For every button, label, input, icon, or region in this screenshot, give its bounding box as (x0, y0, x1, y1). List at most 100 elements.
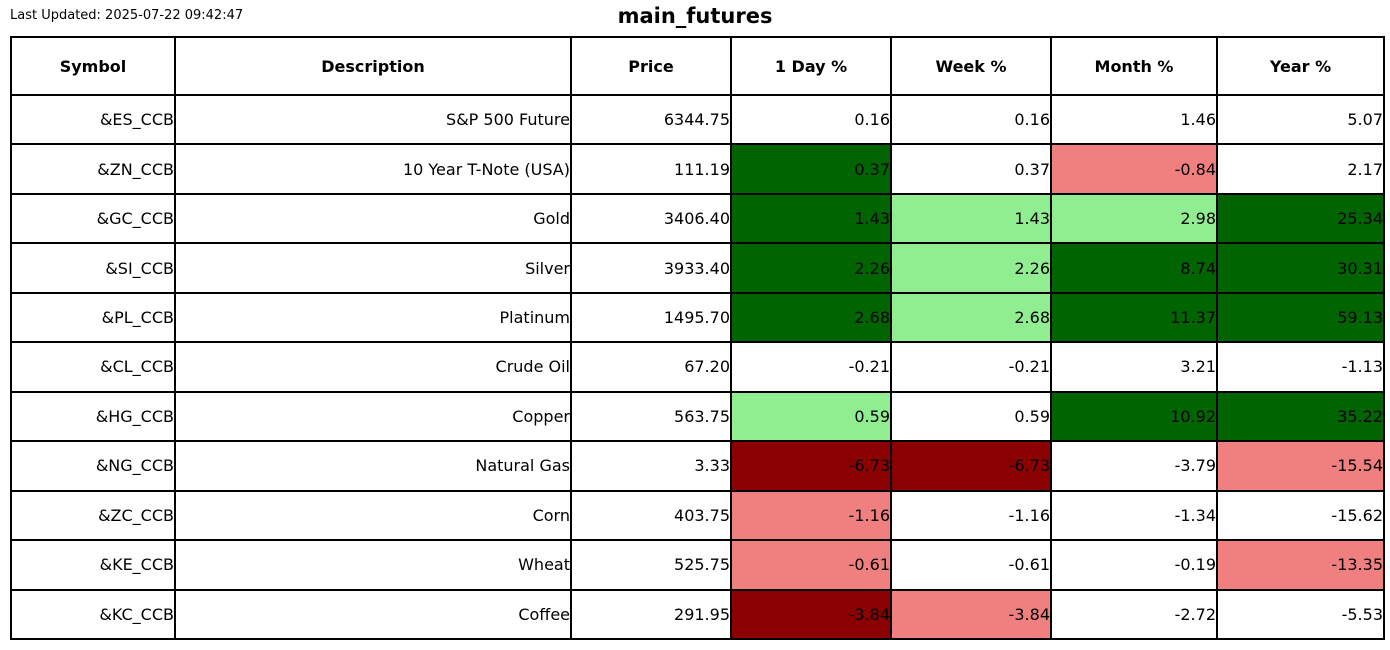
header-cell-year-pct: Year % (1216, 36, 1385, 96)
cell-week-pct: 0.37 (890, 143, 1052, 195)
cell-month-pct: 3.21 (1050, 341, 1218, 393)
cell-day-pct: -0.61 (730, 539, 892, 591)
cell-year-pct: 5.07 (1216, 93, 1385, 146)
cell-month-pct: -0.19 (1050, 539, 1218, 591)
cell-symbol: &ZN_CCB (10, 143, 176, 195)
cell-price: 563.75 (570, 390, 732, 443)
header-cell-symbol: Symbol (10, 36, 176, 96)
cell-day-pct: 2.68 (730, 291, 892, 344)
cell-day-pct: 2.26 (730, 242, 892, 294)
cell-year-pct: 25.34 (1216, 192, 1385, 245)
table-row: &PL_CCB Platinum 1495.70 2.68 2.68 11.37 59.13 (10, 291, 1385, 344)
cell-month-pct: 11.37 (1050, 291, 1218, 344)
cell-day-pct: -6.73 (730, 440, 892, 492)
cell-description: Natural Gas (174, 440, 572, 492)
cell-price: 3.33 (570, 440, 732, 492)
cell-week-pct: 2.26 (890, 242, 1052, 294)
cell-month-pct: 8.74 (1050, 242, 1218, 294)
cell-month-pct: 2.98 (1050, 192, 1218, 245)
cell-description: Gold (174, 192, 572, 245)
cell-year-pct: -13.35 (1216, 539, 1385, 591)
cell-year-pct: 30.31 (1216, 242, 1385, 294)
header-row: Symbol Description Price 1 Day % Week % Month… (10, 36, 1385, 96)
cell-year-pct: 59.13 (1216, 291, 1385, 344)
cell-price: 3933.40 (570, 242, 732, 294)
futures-table: Symbol Description Price 1 Day % Week % Month… (10, 36, 1385, 641)
cell-month-pct: -2.72 (1050, 588, 1218, 641)
cell-week-pct: 0.59 (890, 390, 1052, 443)
cell-price: 6344.75 (570, 93, 732, 146)
header-cell-price: Price (570, 36, 732, 96)
table-row: &GC_CCB Gold 3406.40 1.43 1.43 2.98 25.34 (10, 192, 1385, 245)
cell-symbol: &SI_CCB (10, 242, 176, 294)
cell-day-pct: 0.37 (730, 143, 892, 195)
cell-price: 403.75 (570, 489, 732, 542)
futures-table-container: Symbol Description Price 1 Day % Week % Month… (10, 36, 1385, 641)
table-row: &SI_CCB Silver 3933.40 2.26 2.26 8.74 30.31 (10, 242, 1385, 294)
cell-description: Platinum (174, 291, 572, 344)
cell-month-pct: -1.34 (1050, 489, 1218, 542)
cell-symbol: &KC_CCB (10, 588, 176, 641)
cell-symbol: &PL_CCB (10, 291, 176, 344)
cell-day-pct: 1.43 (730, 192, 892, 245)
cell-price: 67.20 (570, 341, 732, 393)
cell-symbol: &ZC_CCB (10, 489, 176, 542)
cell-symbol: &KE_CCB (10, 539, 176, 591)
cell-week-pct: -0.61 (890, 539, 1052, 591)
cell-week-pct: -3.84 (890, 588, 1052, 641)
cell-price: 525.75 (570, 539, 732, 591)
cell-description: S&P 500 Future (174, 93, 572, 146)
cell-year-pct: -15.62 (1216, 489, 1385, 542)
table-row: &ES_CCB S&P 500 Future 6344.75 0.16 0.16 1.46… (10, 93, 1385, 146)
table-row: &ZN_CCB 10 Year T-Note (USA) 111.19 0.37 0.3… (10, 143, 1385, 195)
header-cell-week-pct: Week % (890, 36, 1052, 96)
cell-price: 1495.70 (570, 291, 732, 344)
cell-week-pct: 0.16 (890, 93, 1052, 146)
cell-price: 3406.40 (570, 192, 732, 245)
cell-day-pct: -1.16 (730, 489, 892, 542)
cell-year-pct: -5.53 (1216, 588, 1385, 641)
cell-description: Silver (174, 242, 572, 294)
cell-week-pct: -0.21 (890, 341, 1052, 393)
table-row: &KC_CCB Coffee 291.95 -3.84 -3.84 -2.72 -5.53 (10, 588, 1385, 641)
cell-description: Crude Oil (174, 341, 572, 393)
cell-symbol: &ES_CCB (10, 93, 176, 146)
table-row: &KE_CCB Wheat 525.75 -0.61 -0.61 -0.19 -13.35 (10, 539, 1385, 591)
cell-description: Corn (174, 489, 572, 542)
cell-year-pct: 35.22 (1216, 390, 1385, 443)
header-cell-description: Description (174, 36, 572, 96)
cell-day-pct: -3.84 (730, 588, 892, 641)
cell-day-pct: 0.59 (730, 390, 892, 443)
cell-year-pct: 2.17 (1216, 143, 1385, 195)
last-updated-label: Last Updated: 2025-07-22 09:42:47 (10, 8, 244, 23)
cell-price: 111.19 (570, 143, 732, 195)
cell-symbol: &GC_CCB (10, 192, 176, 245)
cell-price: 291.95 (570, 588, 732, 641)
cell-month-pct: 10.92 (1050, 390, 1218, 443)
cell-year-pct: -15.54 (1216, 440, 1385, 492)
cell-description: Copper (174, 390, 572, 443)
header-cell-month-pct: Month % (1050, 36, 1218, 96)
cell-description: 10 Year T-Note (USA) (174, 143, 572, 195)
cell-symbol: &HG_CCB (10, 390, 176, 443)
cell-day-pct: -0.21 (730, 341, 892, 393)
header-cell-day-pct: 1 Day % (730, 36, 892, 96)
table-row: &NG_CCB Natural Gas 3.33 -6.73 -6.73 -3.79 -15… (10, 440, 1385, 492)
cell-description: Wheat (174, 539, 572, 591)
cell-description: Coffee (174, 588, 572, 641)
cell-year-pct: -1.13 (1216, 341, 1385, 393)
cell-symbol: &NG_CCB (10, 440, 176, 492)
cell-week-pct: -6.73 (890, 440, 1052, 492)
table-row: &HG_CCB Copper 563.75 0.59 0.59 10.92 35.22 (10, 390, 1385, 443)
cell-week-pct: -1.16 (890, 489, 1052, 542)
cell-month-pct: 1.46 (1050, 93, 1218, 146)
table-row: &CL_CCB Crude Oil 67.20 -0.21 -0.21 3.21 -1.13 (10, 341, 1385, 393)
table-row: &ZC_CCB Corn 403.75 -1.16 -1.16 -1.34 -15.62 (10, 489, 1385, 542)
cell-week-pct: 1.43 (890, 192, 1052, 245)
cell-day-pct: 0.16 (730, 93, 892, 146)
cell-month-pct: -0.84 (1050, 143, 1218, 195)
cell-month-pct: -3.79 (1050, 440, 1218, 492)
cell-week-pct: 2.68 (890, 291, 1052, 344)
page-title: main_futures (617, 4, 773, 28)
cell-symbol: &CL_CCB (10, 341, 176, 393)
